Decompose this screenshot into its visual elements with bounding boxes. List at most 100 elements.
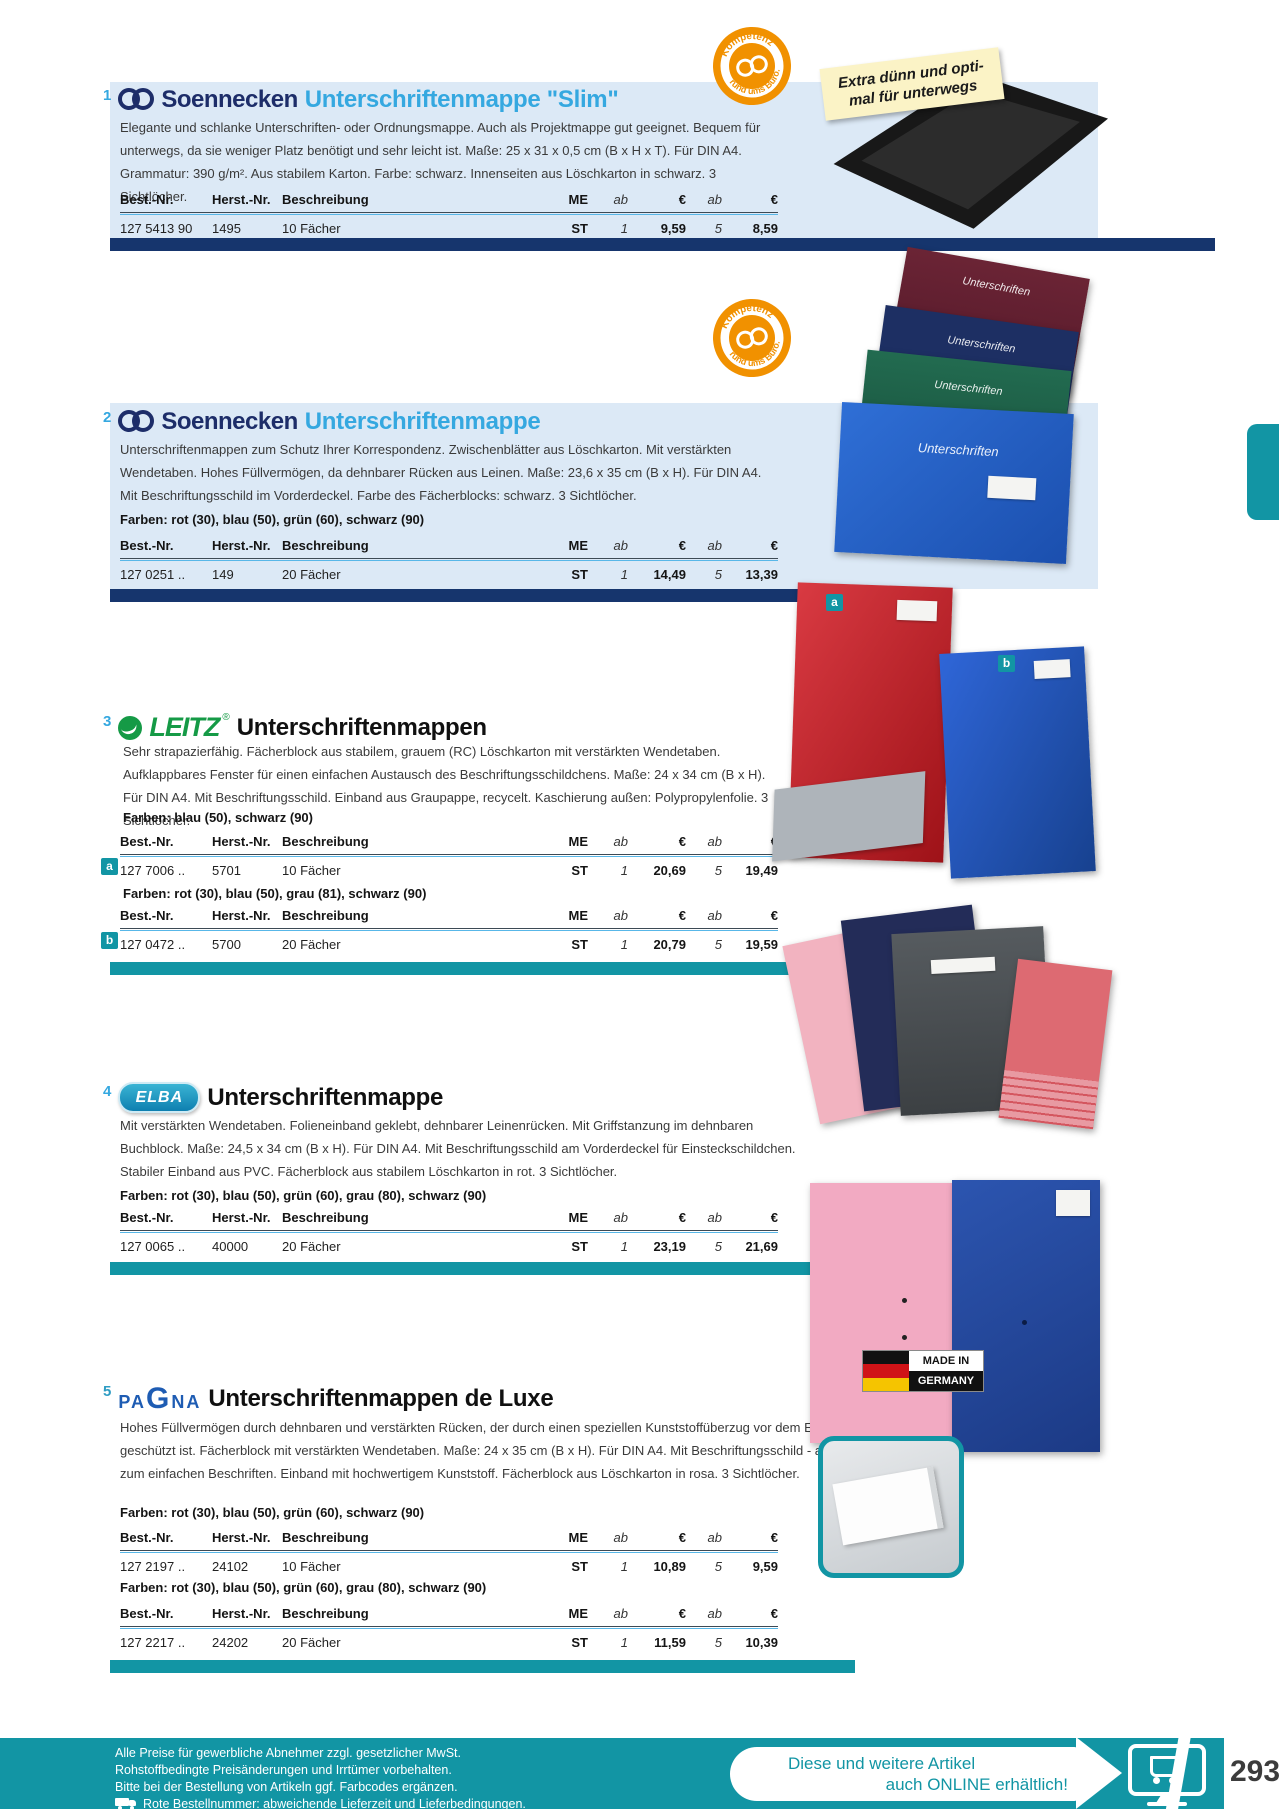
- cell-eur1: 10,89: [653, 1559, 686, 1574]
- col-eur2: €: [770, 1530, 778, 1545]
- col-ab1: ab: [613, 538, 628, 553]
- cell-me: ST: [571, 1635, 588, 1650]
- cell-herstnr: 5701: [212, 863, 241, 878]
- col-ab2: ab: [707, 192, 722, 207]
- col-eur1: €: [678, 834, 686, 849]
- monitor-stand-base: [1147, 1802, 1187, 1806]
- col-herstnr: Herst.-Nr.: [212, 1606, 271, 1621]
- cell-eur1: 11,59: [654, 1635, 686, 1650]
- cell-beschreibung: 20 Fächer: [282, 1635, 341, 1650]
- col-me: ME: [568, 538, 589, 553]
- cell-me: ST: [571, 937, 588, 952]
- soennecken-logo-icon: [118, 88, 155, 112]
- footer-line-1: Alle Preise für gewerbliche Abnehmer zzg…: [115, 1746, 461, 1760]
- table-row-b: 127 2217 .. 24202 20 Fächer ST 1 11,59 5…: [120, 1627, 778, 1650]
- section5-heading: 5 PA G NA Unterschriftenmappen de Luxe: [103, 1382, 554, 1416]
- label-pocket-photo: [818, 1436, 964, 1578]
- section1-number: 1: [103, 87, 112, 104]
- leitz-blue-folder-image: [939, 646, 1096, 879]
- section5-table-b: Best.-Nr. Herst.-Nr. Beschreibung ME ab …: [120, 1606, 778, 1650]
- cell-beschreibung: 10 Fächer: [282, 863, 341, 878]
- col-beschreibung: Beschreibung: [282, 1530, 369, 1545]
- table-divider: [120, 1550, 778, 1551]
- cell-beschreibung: 20 Fächer: [282, 937, 341, 952]
- section3-table-b: Best.-Nr. Herst.-Nr. Beschreibung ME ab …: [120, 908, 778, 952]
- table-header: Best.-Nr. Herst.-Nr. Beschreibung ME ab …: [120, 834, 778, 854]
- col-ab2: ab: [707, 834, 722, 849]
- cell-bestnr: 127 0472 ..: [120, 937, 186, 952]
- col-eur1: €: [678, 538, 686, 553]
- col-eur1: €: [678, 1210, 686, 1225]
- folder-script-text: Unterschriften: [946, 334, 1017, 356]
- section4-bottom-bar: [110, 1262, 855, 1275]
- cell-ab2: 5: [714, 1635, 722, 1650]
- col-eur1: €: [678, 908, 686, 923]
- table-row-a: 127 2197 .. 24102 10 Fächer ST 1 10,89 5…: [120, 1551, 778, 1574]
- online-callout: Diese und weitere Artikel auch ONLINE er…: [730, 1747, 1078, 1801]
- section3-table-a: Best.-Nr. Herst.-Nr. Beschreibung ME ab …: [120, 834, 778, 878]
- table-header: Best.-Nr. Herst.-Nr. Beschreibung ME ab …: [120, 192, 778, 212]
- cell-eur2: 10,39: [745, 1635, 778, 1650]
- folder-label: [1056, 1190, 1090, 1216]
- section2-description: Unterschriftenmappen zum Schutz Ihrer Ko…: [120, 442, 762, 503]
- cell-bestnr: 127 2197 ..: [120, 1559, 186, 1574]
- section4-table: Best.-Nr. Herst.-Nr. Beschreibung ME ab …: [120, 1210, 778, 1254]
- footer-line-2: Rohstoffbedingte Preisänderungen und Irr…: [115, 1763, 452, 1777]
- table-row: 127 0251 .. 149 20 Fächer ST 1 14,49 5 1…: [120, 559, 778, 582]
- table-row: 127 0065 .. 40000 20 Fächer ST 1 23,19 5…: [120, 1231, 778, 1254]
- cell-ab1: 1: [620, 1239, 628, 1254]
- cell-herstnr: 40000: [212, 1239, 249, 1254]
- col-beschreibung: Beschreibung: [282, 908, 369, 923]
- soennecken-logo-icon: [118, 410, 155, 434]
- section1-heading: 1 Soennecken Unterschriftenmappe "Slim": [103, 86, 619, 114]
- footer-line-4: Rote Bestellnummer: abweichende Lieferze…: [115, 1796, 526, 1809]
- section3-colors-line-b: Farben: rot (30), blau (50), grau (81), …: [123, 886, 427, 901]
- col-bestnr: Best.-Nr.: [120, 1210, 174, 1225]
- section2-brand: Soennecken: [161, 408, 298, 435]
- col-beschreibung: Beschreibung: [282, 1210, 369, 1225]
- table-header: Best.-Nr. Herst.-Nr. Beschreibung ME ab …: [120, 1210, 778, 1230]
- pagna-blue-folder-image: [952, 1180, 1100, 1452]
- pagna-logo: PA G NA: [118, 1382, 201, 1416]
- section3-description: Sehr strapazierfähig. Fächerblock aus st…: [123, 744, 769, 828]
- cell-ab2: 5: [714, 1559, 722, 1574]
- section4-colors-line: Farben: rot (30), blau (50), grün (60), …: [120, 1188, 487, 1203]
- cell-eur1: 9,59: [660, 221, 686, 236]
- section1-bottom-bar: [110, 238, 1215, 251]
- section5-table-a: Best.-Nr. Herst.-Nr. Beschreibung ME ab …: [120, 1530, 778, 1574]
- table-divider: [120, 1230, 778, 1231]
- cell-me: ST: [571, 1239, 588, 1254]
- folder-script-text: Unterschriften: [933, 378, 1004, 398]
- leitz-red-folder-image: [772, 582, 953, 863]
- table-divider: [120, 558, 778, 559]
- cell-ab1: 1: [620, 221, 628, 236]
- col-eur2: €: [722, 834, 778, 849]
- truck-icon: [115, 1797, 139, 1809]
- pagna-logo-pa: PA: [118, 1392, 147, 1412]
- pagna-logo-na: NA: [171, 1392, 202, 1412]
- cell-eur2: 13,39: [745, 567, 778, 582]
- col-eur2: €: [770, 908, 778, 923]
- table-divider: [120, 928, 778, 929]
- section5-bottom-bar: [110, 1660, 855, 1673]
- cell-eur1: 23,19: [653, 1239, 686, 1254]
- table-row-a: 127 7006 .. 5701 10 Fächer ST 1 20,69 5 …: [120, 855, 778, 878]
- col-eur1: €: [678, 1606, 686, 1621]
- cell-eur1: 14,49: [653, 567, 686, 582]
- col-ab1: ab: [613, 1210, 628, 1225]
- section3-title: Unterschriftenmappen: [236, 713, 487, 741]
- cell-beschreibung: 10 Fächer: [282, 221, 341, 236]
- cell-herstnr: 1495: [212, 221, 241, 236]
- image-marker-a: a: [826, 594, 843, 611]
- col-ab1: ab: [613, 908, 628, 923]
- col-ab1: ab: [613, 834, 628, 849]
- folder-label: [987, 475, 1037, 501]
- cell-ab2: 5: [714, 1239, 722, 1254]
- col-bestnr: Best.-Nr.: [120, 192, 174, 207]
- col-herstnr: Herst.-Nr.: [212, 834, 271, 849]
- folder-label: [1033, 659, 1071, 679]
- footer-line-3: Bitte bei der Bestellung von Artikeln gg…: [115, 1780, 458, 1794]
- section3-number: 3: [103, 713, 112, 730]
- folder-stack-image: Unterschriften Unterschriften Unterschri…: [834, 246, 1096, 564]
- table-divider: [120, 1626, 778, 1627]
